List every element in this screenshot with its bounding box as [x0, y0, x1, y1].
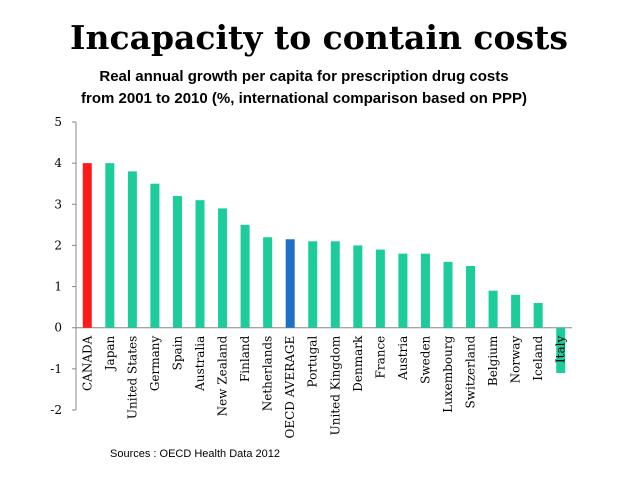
category-label: CANADA	[80, 335, 94, 391]
bar-new-zealand	[218, 208, 228, 328]
y-tick-label: -1	[50, 362, 62, 376]
bar-japan	[105, 163, 115, 328]
category-label: Australia	[193, 336, 207, 392]
category-label: Belgium	[486, 335, 500, 386]
bar-netherlands	[263, 237, 273, 328]
bar-switzerland	[466, 266, 476, 328]
bar-oecd-average	[285, 239, 295, 328]
y-tick-label: 0	[54, 321, 62, 335]
chart-subtitle: Real annual growth per capita for prescr…	[0, 66, 608, 110]
y-tick-label: -2	[50, 403, 62, 417]
category-label: Germany	[148, 335, 162, 391]
bar-united-kingdom	[330, 241, 340, 328]
category-label: OECD AVERAGE	[283, 336, 297, 439]
bar-luxembourg	[443, 261, 453, 328]
bar-norway	[511, 294, 521, 328]
category-label: United States	[125, 336, 139, 419]
y-tick-label: 1	[54, 280, 62, 294]
y-tick-label: 3	[54, 197, 62, 211]
category-label: United Kingdom	[328, 335, 342, 435]
bar-sweden	[420, 253, 430, 328]
bar-belgium	[488, 290, 498, 328]
chart-title: Incapacity to contain costs	[70, 18, 568, 57]
bar-finland	[240, 224, 250, 328]
category-label: Sweden	[418, 335, 432, 383]
bar-iceland	[533, 303, 543, 328]
y-tick-label: 4	[54, 156, 62, 170]
source-note: Sources : OECD Health Data 2012	[110, 448, 280, 460]
bar-australia	[195, 200, 205, 328]
bar-italy	[556, 327, 566, 373]
bar-germany	[150, 183, 160, 328]
category-label: Portugal	[306, 336, 320, 388]
bar-united-states	[127, 171, 137, 328]
bar-austria	[398, 253, 408, 328]
category-label: Italy	[554, 336, 568, 364]
category-label: New Zealand	[216, 335, 230, 416]
category-label: Iceland	[531, 335, 545, 380]
category-label: Spain	[170, 335, 184, 370]
category-label: Denmark	[351, 335, 365, 392]
subtitle-line-2: from 2001 to 2010 (%, international comp…	[81, 90, 527, 107]
y-tick-label: 5	[54, 115, 62, 129]
category-label: Switzerland	[464, 335, 478, 408]
bar-denmark	[353, 245, 363, 328]
category-label: Finland	[238, 335, 252, 382]
subtitle-line-1: Real annual growth per capita for prescr…	[99, 68, 509, 85]
category-label: Japan	[103, 335, 117, 372]
category-label: Austria	[396, 336, 410, 381]
category-label: Netherlands	[261, 336, 275, 412]
y-tick-label: 2	[54, 238, 62, 252]
category-label: Norway	[509, 335, 523, 383]
bar-spain	[172, 196, 182, 328]
category-label: France	[373, 336, 387, 379]
bar-canada	[82, 163, 92, 328]
bar-france	[375, 249, 385, 328]
bar-portugal	[308, 241, 318, 328]
category-label: Luxembourg	[441, 335, 455, 412]
